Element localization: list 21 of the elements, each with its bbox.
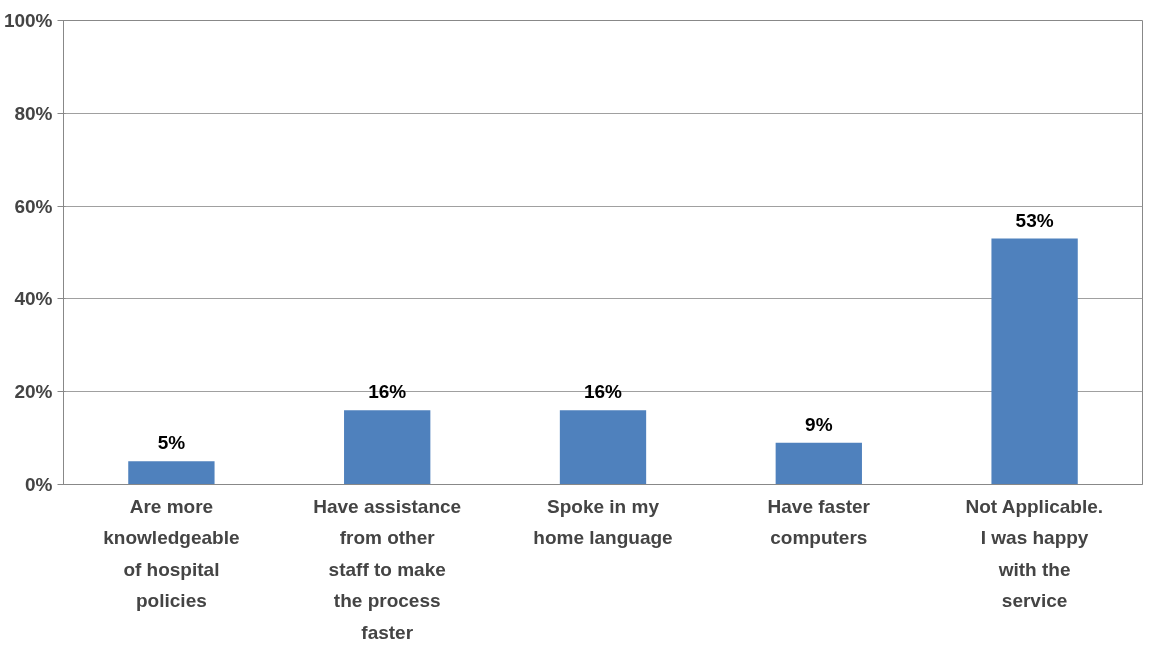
x-tick-label: Spoke in my home language [533, 495, 673, 548]
data-label: 16% [368, 381, 407, 403]
x-tick-label: Have faster computers [767, 495, 871, 548]
y-tick-label: 40% [14, 288, 53, 310]
data-label: 9% [805, 413, 833, 435]
y-tick-label: 60% [14, 195, 53, 217]
y-tick-label: 100% [3, 10, 53, 31]
data-label: 16% [583, 381, 623, 403]
bar [128, 461, 215, 485]
data-label: 53% [1015, 209, 1054, 231]
y-tick-label: 80% [14, 102, 53, 124]
data-label: 5% [157, 432, 186, 454]
bar [991, 238, 1078, 485]
x-tick-label: Have assistance from other staff to make the process faster [313, 495, 462, 643]
bar [559, 410, 647, 485]
y-tick-label: 0% [25, 474, 53, 495]
bar [344, 410, 431, 485]
x-tick-label: Are more knowledgeable of hospital policies [103, 495, 240, 611]
x-tick-label: Not Applicable. I was happy with the service [965, 495, 1104, 611]
bar [775, 442, 862, 485]
y-tick-label: 20% [14, 381, 53, 403]
